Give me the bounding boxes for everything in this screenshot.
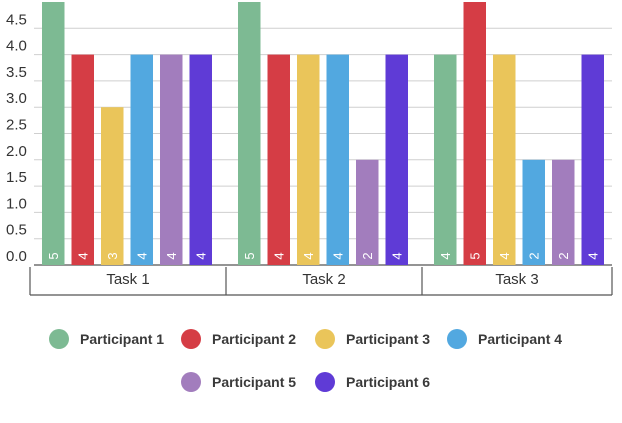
legend-label: Participant 1 (80, 331, 164, 347)
bar[interactable] (463, 2, 487, 265)
legend-swatch (49, 329, 69, 349)
legend-item[interactable]: Participant 4 (447, 329, 562, 349)
y-tick-label: 2.5 (6, 117, 27, 134)
bar-data-label: 5 (46, 252, 61, 259)
bar-data-label: 2 (526, 252, 541, 259)
y-axis-tick-labels: 0.0 0.5 1.0 1.5 2.0 2.5 3.0 3.5 4.0 4.5 (6, 11, 27, 265)
bar[interactable] (267, 54, 291, 265)
legend-label: Participant 2 (212, 331, 296, 347)
legend-swatch (181, 372, 201, 392)
bar[interactable] (130, 54, 154, 265)
bar[interactable] (326, 54, 350, 265)
bars (42, 2, 604, 265)
y-tick-label: 3.0 (6, 90, 27, 107)
y-tick-label: 2.0 (6, 143, 27, 160)
bar[interactable] (101, 107, 124, 265)
bar[interactable] (434, 54, 457, 265)
bar-data-label: 5 (242, 252, 257, 259)
gridlines (34, 27, 612, 266)
legend-item[interactable]: Participant 6 (315, 372, 430, 392)
legend-swatch (315, 329, 335, 349)
legend-swatch (181, 329, 201, 349)
legend-item[interactable]: Participant 3 (315, 329, 430, 349)
legend-label: Participant 5 (212, 374, 296, 390)
legend-item[interactable]: Participant 2 (181, 329, 296, 349)
bar[interactable] (522, 159, 546, 265)
bar[interactable] (160, 54, 183, 265)
legend-swatch (315, 372, 335, 392)
bar-data-label: 4 (330, 252, 345, 259)
bar-data-label: 2 (556, 252, 571, 259)
bar-data-label: 2 (360, 252, 375, 259)
x-tick-label: Task 3 (495, 271, 538, 288)
legend-label: Participant 4 (478, 331, 562, 347)
bar-data-labels: 5 4 3 4 4 4 5 4 4 4 2 4 4 5 4 2 2 4 (46, 252, 601, 259)
y-tick-label: 3.5 (6, 64, 27, 81)
bar[interactable] (42, 2, 65, 265)
bar-data-label: 4 (389, 252, 404, 259)
bar[interactable] (189, 54, 213, 265)
x-tick-label: Task 2 (302, 271, 345, 288)
y-tick-label: 0.5 (6, 222, 27, 239)
legend-label: Participant 3 (346, 331, 430, 347)
bar[interactable] (71, 54, 95, 265)
bar[interactable] (238, 2, 261, 265)
bar-data-label: 4 (585, 252, 600, 259)
bar[interactable] (385, 54, 409, 265)
bar-data-label: 4 (193, 252, 208, 259)
x-tick-label: Task 1 (106, 271, 149, 288)
legend-label: Participant 6 (346, 374, 430, 390)
bar-data-label: 4 (438, 252, 453, 259)
bar[interactable] (493, 54, 516, 265)
bar-data-label: 4 (134, 252, 149, 259)
legend-item[interactable]: Participant 1 (49, 329, 164, 349)
y-tick-label: 1.5 (6, 169, 27, 186)
bar[interactable] (297, 54, 320, 265)
bar-data-label: 4 (271, 252, 286, 259)
y-tick-label: 4.0 (6, 38, 27, 55)
y-tick-label: 0.0 (6, 248, 27, 265)
bar[interactable] (552, 159, 575, 265)
bar-data-label: 4 (164, 252, 179, 259)
bar[interactable] (581, 54, 605, 265)
bar-data-label: 4 (75, 252, 90, 259)
bar-data-label: 5 (467, 252, 482, 259)
bar[interactable] (356, 159, 379, 265)
y-tick-label: 4.5 (6, 11, 27, 28)
x-axis: Task 1 Task 2 Task 3 (29, 267, 613, 296)
bar-data-label: 4 (301, 252, 316, 259)
legend-swatch (447, 329, 467, 349)
legend-item[interactable]: Participant 5 (181, 372, 296, 392)
bar-data-label: 4 (497, 252, 512, 259)
bar-data-label: 3 (105, 252, 120, 259)
y-tick-label: 1.0 (6, 195, 27, 212)
legend[interactable]: Participant 1 Participant 2 Participant 3 P… (49, 329, 562, 392)
